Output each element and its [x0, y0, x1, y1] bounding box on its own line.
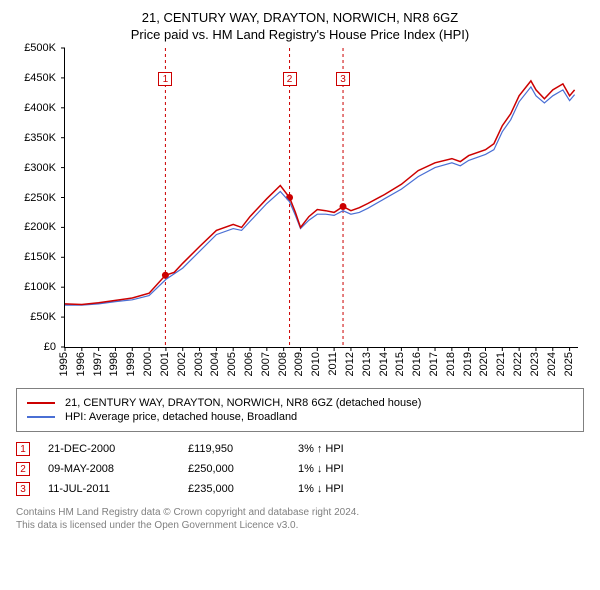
x-tick-label: 2020	[478, 352, 490, 376]
chart-marker-3: 3	[336, 72, 350, 86]
y-tick-label: £0	[44, 341, 56, 353]
legend: 21, CENTURY WAY, DRAYTON, NORWICH, NR8 6…	[16, 388, 584, 432]
x-tick-label: 1997	[92, 352, 104, 376]
x-tick-label: 2017	[428, 352, 440, 376]
marker-row-badge: 3	[16, 482, 30, 496]
y-tick-label: £200K	[24, 221, 56, 233]
marker-price: £235,000	[188, 483, 298, 495]
y-tick-label: £250K	[24, 192, 56, 204]
footer-line-2: This data is licensed under the Open Gov…	[16, 519, 584, 532]
x-tick-label: 2001	[159, 352, 171, 376]
x-tick-label: 2007	[260, 352, 272, 376]
y-tick-label: £400K	[24, 102, 56, 114]
x-tick-label: 1996	[75, 352, 87, 376]
x-tick-label: 2018	[445, 352, 457, 376]
y-tick-label: £300K	[24, 162, 56, 174]
marker-date: 09-MAY-2008	[48, 463, 188, 475]
x-tick-label: 2009	[293, 352, 305, 376]
x-tick-label: 1995	[58, 352, 70, 376]
marker-row: 1 21-DEC-2000£119,9503%↑HPI	[16, 442, 584, 456]
chart-area: £0 £50K £100K £150K £200K £250K £300K £350K £400…	[16, 48, 584, 378]
x-tick-label: 2015	[394, 352, 406, 376]
title-block: 21, CENTURY WAY, DRAYTON, NORWICH, NR8 6…	[16, 10, 584, 42]
legend-swatch	[27, 402, 55, 404]
x-tick-label: 2004	[209, 352, 221, 376]
y-tick-label: £150K	[24, 251, 56, 263]
x-tick-label: 1999	[125, 352, 137, 376]
y-axis: £0£50K£100K£150K£200K£250K£300K£350K£400…	[16, 48, 60, 348]
marker-price: £119,950	[188, 443, 298, 455]
x-tick-label: 2000	[142, 352, 154, 376]
marker-delta: 3%↑HPI	[298, 443, 344, 455]
footer-line-1: Contains HM Land Registry data © Crown c…	[16, 506, 584, 519]
marker-delta-suffix: HPI	[325, 463, 343, 475]
plot-region: 1 2 3	[64, 48, 578, 348]
x-tick-label: 2003	[193, 352, 205, 376]
marker-delta: 1%↓HPI	[298, 463, 344, 475]
x-axis: 1995199619971998199920002001200220032004…	[64, 348, 578, 378]
arrow-icon: ↓	[317, 463, 323, 475]
legend-label: 21, CENTURY WAY, DRAYTON, NORWICH, NR8 6…	[65, 397, 421, 409]
x-tick-label: 2022	[512, 352, 524, 376]
footer-attribution: Contains HM Land Registry data © Crown c…	[16, 506, 584, 532]
x-tick-label: 2019	[462, 352, 474, 376]
marker-delta-pct: 1%	[298, 463, 314, 475]
legend-item: 21, CENTURY WAY, DRAYTON, NORWICH, NR8 6…	[27, 397, 573, 409]
marker-date: 21-DEC-2000	[48, 443, 188, 455]
y-tick-label: £100K	[24, 281, 56, 293]
marker-delta-pct: 3%	[298, 443, 314, 455]
x-tick-label: 2014	[378, 352, 390, 376]
arrow-icon: ↓	[317, 483, 323, 495]
chart-marker-1: 1	[158, 72, 172, 86]
x-tick-label: 2021	[495, 352, 507, 376]
x-tick-label: 2023	[529, 352, 541, 376]
y-tick-label: £50K	[30, 311, 56, 323]
legend-swatch	[27, 416, 55, 418]
x-tick-label: 2002	[176, 352, 188, 376]
sale-markers-table: 121-DEC-2000£119,9503%↑HPI209-MAY-2008£2…	[16, 442, 584, 496]
marker-row-badge: 1	[16, 442, 30, 456]
x-tick-label: 2011	[327, 352, 339, 376]
arrow-icon: ↑	[317, 443, 323, 455]
y-tick-label: £350K	[24, 132, 56, 144]
x-tick-label: 2010	[310, 352, 322, 376]
chart-marker-2: 2	[283, 72, 297, 86]
x-tick-label: 2006	[243, 352, 255, 376]
y-tick-label: £450K	[24, 72, 56, 84]
chart-container: 21, CENTURY WAY, DRAYTON, NORWICH, NR8 6…	[0, 0, 600, 590]
legend-item: HPI: Average price, detached house, Broa…	[27, 411, 573, 423]
marker-delta: 1%↓HPI	[298, 483, 344, 495]
y-tick-label: £500K	[24, 42, 56, 54]
marker-delta-pct: 1%	[298, 483, 314, 495]
x-tick-label: 1998	[108, 352, 120, 376]
marker-date: 11-JUL-2011	[48, 483, 188, 495]
marker-row: 2 09-MAY-2008£250,0001%↓HPI	[16, 462, 584, 476]
x-tick-label: 2016	[411, 352, 423, 376]
x-tick-label: 2012	[344, 352, 356, 376]
x-tick-label: 2008	[277, 352, 289, 376]
x-tick-label: 2013	[361, 352, 373, 376]
title-subtitle: Price paid vs. HM Land Registry's House …	[16, 27, 584, 42]
x-tick-label: 2024	[546, 352, 558, 376]
marker-price: £250,000	[188, 463, 298, 475]
legend-label: HPI: Average price, detached house, Broa…	[65, 411, 297, 423]
title-address: 21, CENTURY WAY, DRAYTON, NORWICH, NR8 6…	[16, 10, 584, 25]
x-tick-label: 2005	[226, 352, 238, 376]
marker-row-badge: 2	[16, 462, 30, 476]
marker-delta-suffix: HPI	[325, 443, 343, 455]
marker-delta-suffix: HPI	[325, 483, 343, 495]
x-tick-label: 2025	[563, 352, 575, 376]
marker-row: 3 11-JUL-2011£235,0001%↓HPI	[16, 482, 584, 496]
plot-svg	[65, 48, 578, 347]
